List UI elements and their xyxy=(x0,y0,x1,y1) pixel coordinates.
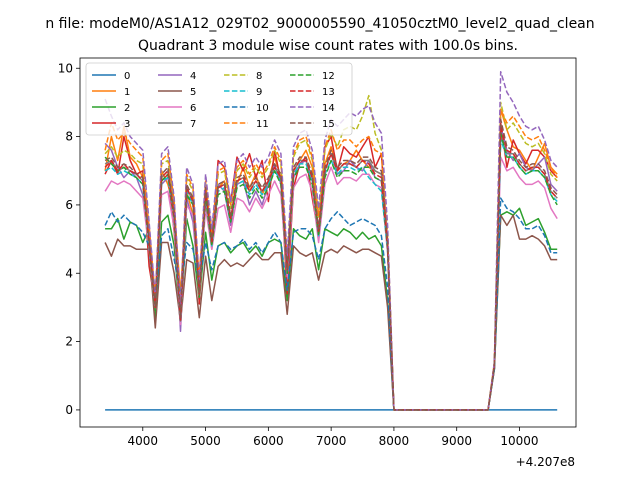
y-tick-label: 6 xyxy=(65,198,73,212)
legend-label-0: 0 xyxy=(124,71,130,82)
legend-box xyxy=(85,62,353,136)
series-line-12 xyxy=(104,132,558,411)
legend-label-3: 3 xyxy=(124,119,130,130)
legend-label-14: 14 xyxy=(322,103,335,114)
x-tick-label: 7000 xyxy=(316,434,347,448)
x-tick-label: 10000 xyxy=(500,434,538,448)
legend-label-8: 8 xyxy=(256,71,262,82)
x-tick-label: 8000 xyxy=(379,434,410,448)
legend-label-1: 1 xyxy=(124,87,130,98)
series-line-2 xyxy=(105,207,558,411)
legend-label-10: 10 xyxy=(256,103,269,114)
x-tick-label: 5000 xyxy=(190,434,221,448)
legend-label-6: 6 xyxy=(190,103,196,114)
series-line-15 xyxy=(104,118,558,411)
legend-label-4: 4 xyxy=(190,71,196,82)
legend-label-5: 5 xyxy=(190,87,196,98)
x-tick-label: 9000 xyxy=(441,434,472,448)
y-tick-label: 0 xyxy=(65,403,73,417)
x-tick-label: 4000 xyxy=(128,434,159,448)
plot-area xyxy=(104,70,558,411)
legend-label-15: 15 xyxy=(322,119,335,130)
legend-label-7: 7 xyxy=(190,119,196,130)
series-line-10 xyxy=(104,197,558,411)
plot-frame xyxy=(79,57,577,428)
legend-label-9: 9 xyxy=(256,87,262,98)
y-tick-label: 8 xyxy=(65,130,73,144)
series-line-9 xyxy=(104,139,558,411)
y-tick-label: 4 xyxy=(65,266,73,280)
x-tick-label: 6000 xyxy=(253,434,284,448)
series-line-5 xyxy=(104,214,558,411)
legend-label-2: 2 xyxy=(124,103,130,114)
chart-title: Quadrant 3 module wise count rates with … xyxy=(138,38,518,54)
y-tick-label: 10 xyxy=(58,61,73,75)
series-lines xyxy=(104,70,558,411)
legend-label-12: 12 xyxy=(322,71,335,82)
legend-label-11: 11 xyxy=(256,119,269,130)
figure-suptitle: n file: modeM0/AS1A12_029T02_9000005590_… xyxy=(45,16,594,32)
series-line-7 xyxy=(104,135,558,411)
y-tick-label: 2 xyxy=(65,335,73,349)
legend-label-13: 13 xyxy=(322,87,335,98)
x-offset-label: +4.207e8 xyxy=(516,455,575,469)
